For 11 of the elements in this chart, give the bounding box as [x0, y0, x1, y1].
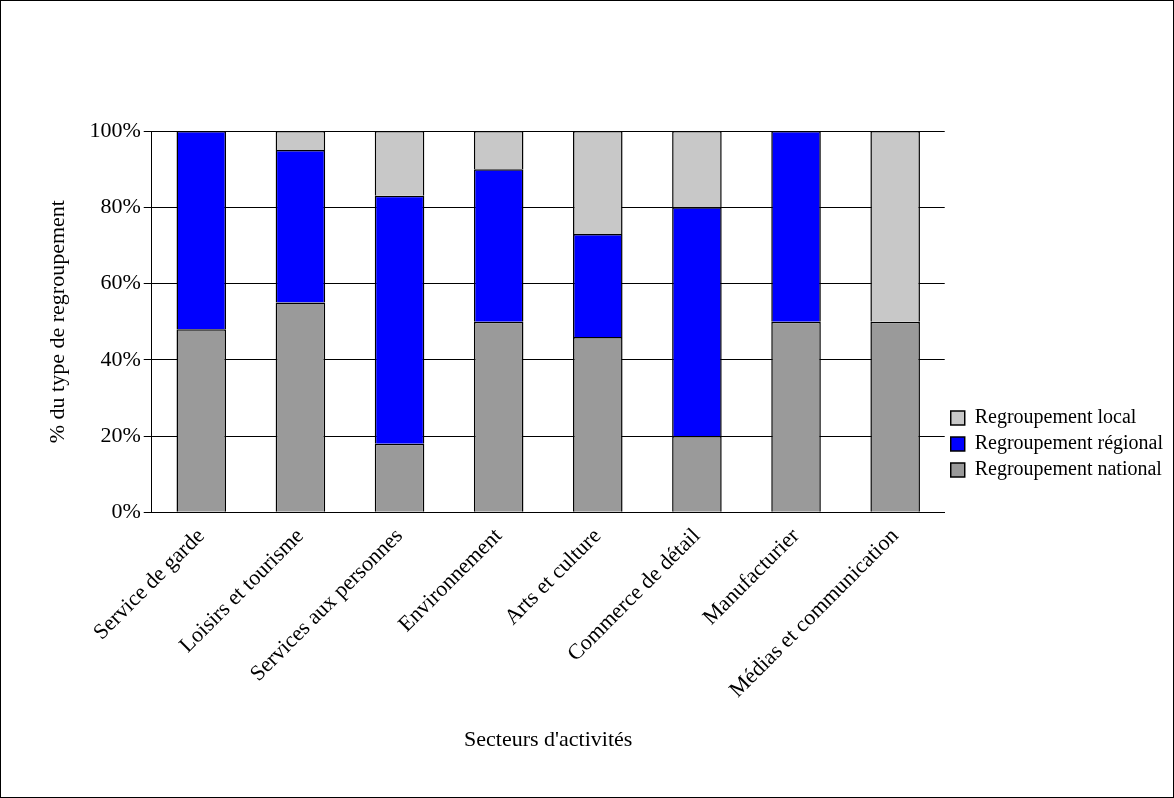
legend-label: Regroupement local [974, 405, 1137, 429]
legend-label: Regroupement national [974, 457, 1163, 481]
y-tick-label: 60% [100, 269, 141, 295]
legend-label: Regroupement régional [974, 431, 1164, 455]
y-tick-label: 20% [100, 421, 141, 447]
x-axis-title: Secteurs d'activités [464, 725, 633, 751]
y-axis-title: % du type de regroupement [43, 200, 69, 444]
y-tick-label: 40% [100, 345, 141, 371]
y-tick-label: 100% [89, 116, 141, 142]
y-tick-label: 80% [100, 193, 141, 219]
y-tick-label: 0% [111, 498, 141, 524]
